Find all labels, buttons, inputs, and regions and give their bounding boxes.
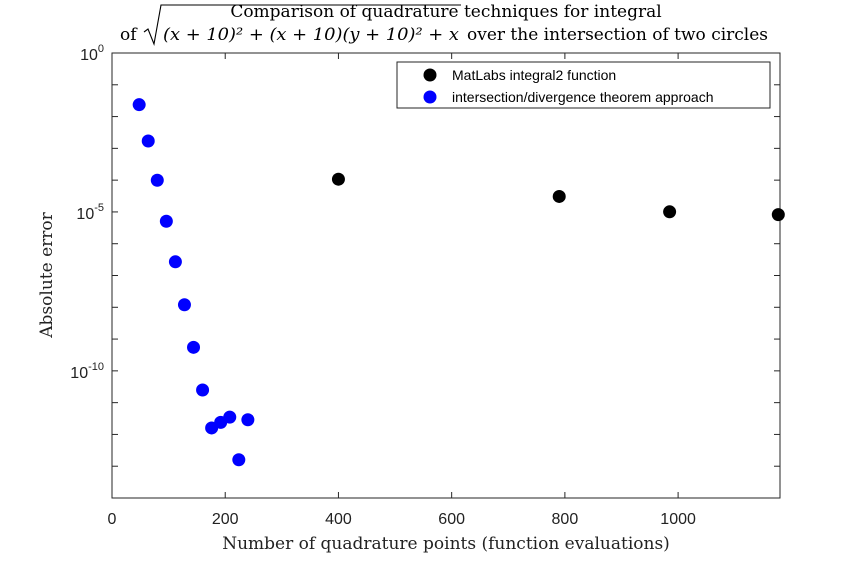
legend-box <box>396 61 771 109</box>
chart-title-prefix: of <box>120 25 138 45</box>
x-axis-label: Number of quadrature points (function ev… <box>222 534 670 554</box>
data-point-series-2 <box>177 298 191 312</box>
data-point-series-2 <box>241 413 255 427</box>
data-point-series-1 <box>663 205 677 219</box>
y-tick-label: 10-10 <box>70 361 104 382</box>
data-point-series-1 <box>552 189 566 203</box>
data-point-series-2 <box>168 255 182 269</box>
data-point-series-2 <box>196 383 210 397</box>
sqrt-sign-icon <box>143 4 461 46</box>
x-tick-label: 600 <box>438 511 465 528</box>
data-point-series-2 <box>223 410 237 424</box>
x-tick-label: 400 <box>325 511 352 528</box>
chart-title-formula: (x + 10)² + (x + 10)(y + 10)² + x <box>163 25 459 45</box>
y-tick-label: 100 <box>80 43 104 64</box>
chart-title-suffix: over the intersection of two circles <box>467 25 768 45</box>
legend: MatLabs integral2 function intersection/… <box>396 61 771 109</box>
legend-marker-divergence <box>423 90 437 104</box>
legend-marker-matlab <box>423 68 437 82</box>
data-point-series-2 <box>187 340 201 354</box>
data-point-series-2 <box>150 173 164 187</box>
x-tick-label: 200 <box>212 511 239 528</box>
data-point-series-1 <box>771 208 785 222</box>
y-tick-label: 10-5 <box>76 202 104 223</box>
data-point-series-1 <box>331 172 345 186</box>
legend-label-divergence: intersection/divergence theorem approach <box>452 89 714 105</box>
chart-title-line1: Comparison of quadrature techniques for … <box>230 2 661 22</box>
data-point-series-2 <box>141 134 155 148</box>
data-point-series-2 <box>132 98 146 112</box>
x-tick-label: 0 <box>108 511 117 528</box>
y-axis-label: Absolute error <box>37 211 57 338</box>
x-tick-label: 1000 <box>660 511 696 528</box>
y-axis: 100 10-5 10-10 <box>70 43 780 499</box>
legend-label-matlab: MatLabs integral2 function <box>452 67 616 83</box>
data-point-series-2 <box>159 214 173 228</box>
x-axis: 0 200 400 600 800 1000 <box>108 53 696 528</box>
data-point-series-2 <box>232 453 246 467</box>
x-tick-label: 800 <box>552 511 579 528</box>
chart-title-line2: of (x + 10)² + (x + 10)(y + 10)² + x ove… <box>120 4 768 46</box>
data-points <box>132 98 785 467</box>
